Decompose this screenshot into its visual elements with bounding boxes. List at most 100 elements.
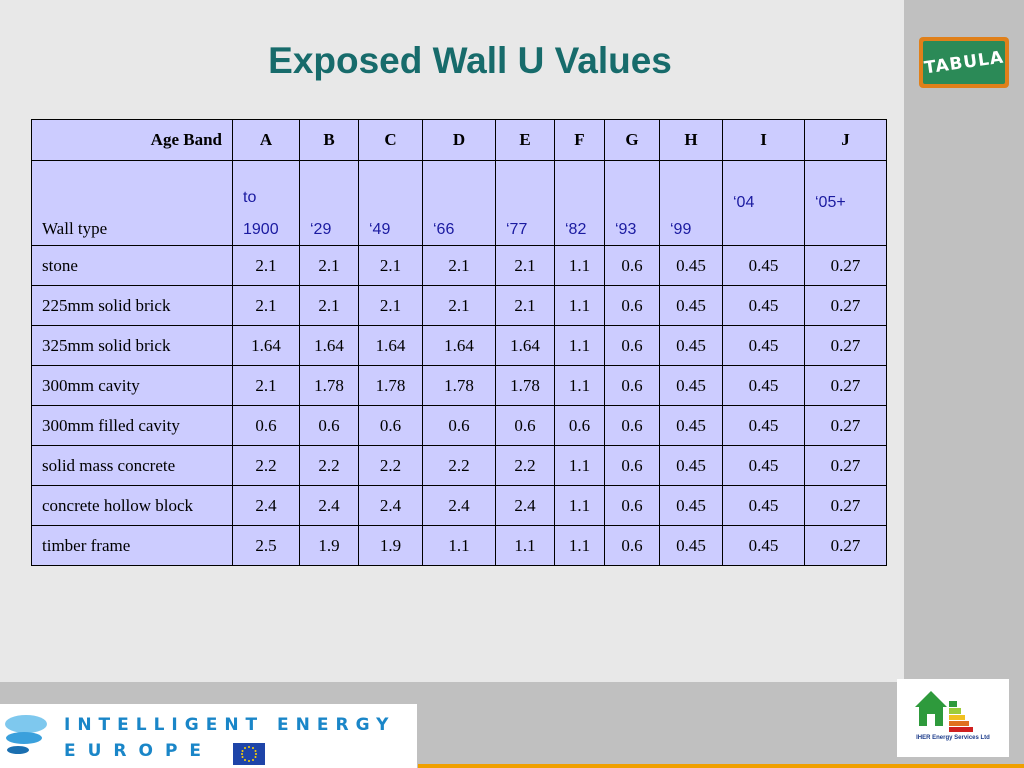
u-value-cell: 0.45 [722, 525, 805, 566]
iee-subtitle: EUROPE [64, 741, 214, 761]
u-value-cell: 1.1 [495, 525, 555, 566]
u-value-cell: 2.2 [232, 445, 300, 486]
u-value-cell: 0.6 [358, 405, 423, 446]
u-value-cell: 0.6 [554, 405, 605, 446]
u-value-cell: 1.78 [422, 365, 496, 406]
u-value-cell: 0.45 [659, 365, 723, 406]
u-value-cell: 2.4 [358, 485, 423, 526]
u-value-cell: 2.1 [299, 245, 359, 286]
band-header: A [232, 119, 300, 161]
u-value-cell: 1.1 [554, 485, 605, 526]
u-value-cell: 0.45 [722, 325, 805, 366]
year-cell: ‘04 [722, 160, 805, 246]
u-value-cell: 2.1 [422, 285, 496, 326]
u-value-cell: 2.4 [422, 485, 496, 526]
u-value-cell: 0.27 [804, 325, 887, 366]
year-cell: ‘99 [659, 160, 723, 246]
wall-type-name: solid mass concrete [31, 445, 233, 486]
wall-type-label: Wall type [31, 160, 233, 246]
u-value-cell: 0.45 [659, 245, 723, 286]
u-value-cell: 0.6 [604, 245, 660, 286]
u-value-cell: 0.45 [659, 525, 723, 566]
u-value-cell: 2.1 [358, 245, 423, 286]
band-header: C [358, 119, 423, 161]
u-value-cell: 0.27 [804, 445, 887, 486]
year-to-label: to [243, 189, 257, 206]
iee-title: INTELLIGENT ENERGY [64, 715, 396, 735]
year-cell: ‘05+ [804, 160, 887, 246]
u-value-cell: 0.45 [722, 285, 805, 326]
u-value-cell: 1.64 [495, 325, 555, 366]
table-row: 225mm solid brick 2.1 2.1 2.1 2.1 2.1 1.1 0.6 0.… [31, 285, 887, 326]
u-value-cell: 0.6 [604, 485, 660, 526]
table-row: concrete hollow block 2.4 2.4 2.4 2.4 2.4 1.1 0… [31, 485, 887, 526]
u-value-cell: 1.1 [554, 285, 605, 326]
band-header: I [722, 119, 805, 161]
u-value-cell: 0.45 [659, 485, 723, 526]
u-value-cell: 2.1 [495, 285, 555, 326]
u-value-cell: 2.1 [495, 245, 555, 286]
wall-type-name: 300mm filled cavity [31, 405, 233, 446]
u-value-cell: 0.27 [804, 485, 887, 526]
table-body: stone 2.1 2.1 2.1 2.1 2.1 1.1 0.6 0.45 0.45 0.27 22… [31, 245, 887, 566]
table-row: 300mm cavity 2.1 1.78 1.78 1.78 1.78 1.1 0.6 0.4… [31, 365, 887, 406]
iher-company-label: IHER Energy Services Ltd [916, 735, 990, 741]
u-value-cell: 2.2 [495, 445, 555, 486]
u-value-cell: 1.1 [554, 365, 605, 406]
year-row: Wall type to 1900 ‘29 ‘49 ‘66 ‘77 ‘82 ‘93… [31, 160, 887, 246]
u-value-cell: 0.27 [804, 285, 887, 326]
u-value-cell: 0.6 [495, 405, 555, 446]
year-cell: ‘66 [422, 160, 496, 246]
table-row: 325mm solid brick 1.64 1.64 1.64 1.64 1.64 1.1… [31, 325, 887, 366]
u-value-cell: 1.78 [358, 365, 423, 406]
u-value-cell: 0.27 [804, 245, 887, 286]
wall-type-name: 225mm solid brick [31, 285, 233, 326]
u-value-cell: 0.45 [722, 485, 805, 526]
band-header: F [554, 119, 605, 161]
u-value-cell: 1.1 [554, 445, 605, 486]
u-value-cell: 2.1 [232, 285, 300, 326]
iher-logo: IHER Energy Services Ltd [897, 679, 1009, 757]
year-cell: ‘29 [299, 160, 359, 246]
wall-type-name: timber frame [31, 525, 233, 566]
u-value-cell: 1.1 [554, 325, 605, 366]
u-values-table: Age Band A B C D E F G H I J Wall type t… [31, 119, 887, 566]
year-cell: ‘49 [358, 160, 423, 246]
band-header: J [804, 119, 887, 161]
u-value-cell: 1.9 [299, 525, 359, 566]
house-energy-icon [915, 691, 973, 732]
u-value-cell: 2.1 [422, 245, 496, 286]
u-value-cell: 1.64 [422, 325, 496, 366]
u-value-cell: 1.1 [554, 245, 605, 286]
u-value-cell: 0.6 [604, 525, 660, 566]
band-header: G [604, 119, 660, 161]
footer-accent-line [418, 764, 1024, 768]
year-cell: ‘82 [554, 160, 605, 246]
year-value: 1900 [243, 221, 279, 238]
band-header: B [299, 119, 359, 161]
u-value-cell: 0.6 [604, 325, 660, 366]
wall-type-name: 325mm solid brick [31, 325, 233, 366]
u-value-cell: 1.64 [358, 325, 423, 366]
u-value-cell: 2.5 [232, 525, 300, 566]
u-value-cell: 1.1 [422, 525, 496, 566]
u-value-cell: 1.78 [495, 365, 555, 406]
u-value-cell: 1.64 [232, 325, 300, 366]
slide-title: Exposed Wall U Values [268, 40, 672, 81]
table-row: solid mass concrete 2.2 2.2 2.2 2.2 2.2 1.1 0.6… [31, 445, 887, 486]
u-value-cell: 0.27 [804, 365, 887, 406]
wall-type-name: 300mm cavity [31, 365, 233, 406]
u-value-cell: 2.1 [299, 285, 359, 326]
year-cell: ‘93 [604, 160, 660, 246]
u-value-cell: 2.1 [232, 245, 300, 286]
u-value-cell: 1.9 [358, 525, 423, 566]
table-row: stone 2.1 2.1 2.1 2.1 2.1 1.1 0.6 0.45 0.45 0.27 [31, 245, 887, 286]
age-band-row: Age Band A B C D E F G H I J [31, 119, 887, 161]
intelligent-energy-europe-logo: INTELLIGENT ENERGY EUROPE [0, 704, 417, 768]
u-value-cell: 0.45 [659, 285, 723, 326]
u-value-cell: 0.45 [659, 405, 723, 446]
eu-flag-icon [233, 743, 265, 765]
u-value-cell: 0.6 [422, 405, 496, 446]
u-value-cell: 0.6 [604, 445, 660, 486]
wall-type-name: stone [31, 245, 233, 286]
